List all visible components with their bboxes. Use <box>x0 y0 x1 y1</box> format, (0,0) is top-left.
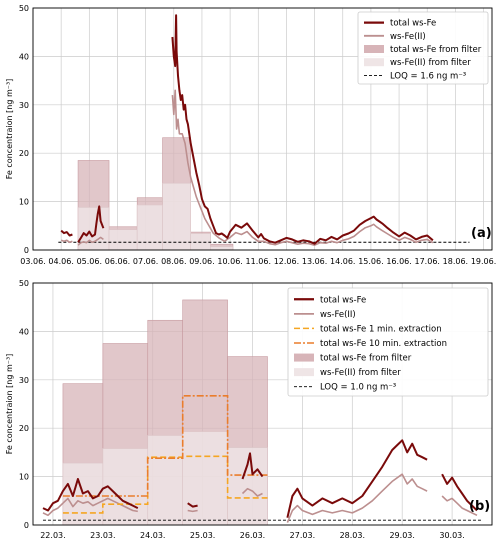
filter-fe2-bar <box>108 229 138 251</box>
legend-label: total ws-Fe 1 min. extraction <box>320 324 442 334</box>
x-tick-label: 25.03. <box>190 531 215 540</box>
x-tick-label: 11.06. <box>246 257 271 266</box>
x-tick-label: 03.06. <box>20 257 45 266</box>
legend-label: ws-Fe(II) from filter <box>390 58 471 68</box>
x-tick-label: 06.06. <box>105 257 130 266</box>
y-tick-label: 10 <box>19 473 29 482</box>
x-tick-label: 24.03. <box>140 531 165 540</box>
plot-frame <box>32 282 493 526</box>
series-fe2-line <box>77 236 104 246</box>
x-tick-label: 23.03. <box>90 531 115 540</box>
filter-fe2-bar <box>162 182 191 251</box>
x-tick-label: 14.06. <box>330 257 355 266</box>
series-fe2-line <box>171 89 434 246</box>
series-total-line <box>241 452 264 480</box>
y-tick-label: 10 <box>19 198 29 207</box>
panel-b: 22.03. 23.03. 24.03. 25.03. 26.03. 27.03. 28.0… <box>5 279 493 540</box>
series-total-line <box>441 473 478 512</box>
x-tick-label: 13.06. <box>302 257 327 266</box>
series-fe2-line <box>286 473 428 523</box>
series-total-line <box>187 502 198 508</box>
plot-frame <box>32 7 493 251</box>
legend-label: total ws-Fe from filter <box>320 354 412 364</box>
x-tick-label: 07.06. <box>133 257 158 266</box>
series-total-line <box>42 478 139 512</box>
series-fe2-line <box>60 239 73 244</box>
x-tick-label: 09.06. <box>189 257 214 266</box>
series-fe2-line <box>241 487 263 497</box>
series-total-line <box>286 439 428 518</box>
legend-label: LOQ = 1.0 ng m⁻³ <box>320 383 396 393</box>
series-fe2-line <box>42 497 138 517</box>
x-tick-label: 26.03. <box>240 531 265 540</box>
x-tick-label: 28.03. <box>340 531 365 540</box>
series-total-line <box>77 205 105 243</box>
y-tick-label: 20 <box>19 424 29 433</box>
filter-fe2-bar <box>190 233 211 251</box>
legend-label: total ws-Fe from filter <box>390 45 482 55</box>
x-tick-label: 22.03. <box>40 531 65 540</box>
legend-label: total ws-Fe 10 min. extraction <box>320 339 447 349</box>
filter-fe2-bar <box>77 207 110 251</box>
y-tick-label: 0 <box>24 246 29 255</box>
x-tick-label: 30.03. <box>439 531 464 540</box>
panel-a: 03.06. 04.06. 05.06. 06.06. 07.06. 08.06. 09.0… <box>5 4 496 266</box>
y-tick-label: 40 <box>19 52 29 61</box>
legend-label: ws-Fe(II) <box>320 310 356 320</box>
y-axis-label: Fe concentraion [ng m⁻³] <box>5 79 14 180</box>
y-tick-label: 30 <box>19 101 29 110</box>
y-tick-label: 50 <box>19 279 29 288</box>
panel-label: (a) <box>471 226 492 241</box>
legend-label: ws-Fe(II) from filter <box>320 368 401 378</box>
legend-label: LOQ = 1.6 ng m⁻³ <box>390 71 466 81</box>
filter-fe2-bar <box>182 431 228 526</box>
x-tick-label: 17.06. <box>415 257 440 266</box>
legend-label: total ws-Fe <box>320 295 366 305</box>
series-step-line <box>62 455 268 514</box>
x-tick-label: 04.06. <box>48 257 73 266</box>
x-tick-label: 15.06. <box>358 257 383 266</box>
legend-swatch <box>294 353 314 362</box>
filter-fe2-bar <box>227 447 268 526</box>
y-tick-label: 20 <box>19 149 29 158</box>
x-tick-label: 29.03. <box>389 531 414 540</box>
y-tick-label: 0 <box>24 521 29 530</box>
y-axis-label: Fe concentraion [ng m⁻³] <box>5 354 14 455</box>
x-tick-label: 19.06. <box>471 257 496 266</box>
x-tick-label: 16.06. <box>386 257 411 266</box>
x-tick-label: 05.06. <box>77 257 102 266</box>
y-tick-label: 50 <box>19 4 29 13</box>
legend-label: ws-Fe(II) <box>390 32 426 42</box>
x-tick-label: 10.06. <box>217 257 242 266</box>
legend-box <box>357 11 489 85</box>
legend-swatch <box>364 58 384 67</box>
x-tick-label: 08.06. <box>161 257 186 266</box>
filter-fe2-bar <box>210 246 234 251</box>
filter-fe2-bar <box>147 435 183 526</box>
y-tick-label: 30 <box>19 376 29 385</box>
x-tick-label: 27.03. <box>290 531 315 540</box>
x-tick-label: 12.06. <box>274 257 299 266</box>
series-total-line <box>60 229 73 237</box>
y-tick-label: 40 <box>19 327 29 336</box>
legend-box <box>287 287 489 397</box>
filter-fe2-bar <box>136 204 163 251</box>
series-fe2-line <box>187 509 198 513</box>
legend-swatch <box>364 45 384 53</box>
series-total-line <box>171 14 434 245</box>
x-tick-label: 18.06. <box>443 257 468 266</box>
legend-label: total ws-Fe <box>390 19 436 29</box>
panel-label: (b) <box>469 499 490 514</box>
legend-swatch <box>294 368 314 377</box>
series-fe2-line <box>441 495 478 517</box>
filter-fe2-bar <box>102 448 149 526</box>
